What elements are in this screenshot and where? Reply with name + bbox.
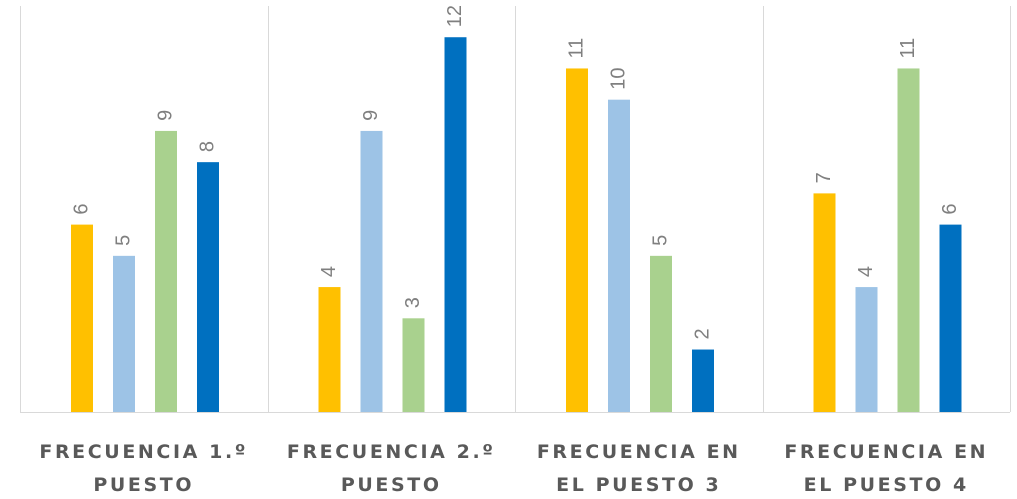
data-labels: 6 5 9 8 4 9 3 12 11 10 5 2 7 4 11 6 <box>70 5 961 340</box>
category-separators <box>20 6 1011 412</box>
data-label: 6 <box>70 203 92 214</box>
data-label: 5 <box>649 235 671 246</box>
data-label: 5 <box>112 235 134 246</box>
bar <box>855 287 878 412</box>
category-label: EL PUESTO 4 <box>804 474 969 496</box>
bar <box>692 349 714 412</box>
bar <box>155 130 177 412</box>
bar <box>650 255 672 412</box>
data-label: 8 <box>196 141 218 152</box>
bar <box>113 255 135 412</box>
category-label: FRECUENCIA 2.º <box>287 441 496 463</box>
bar <box>897 68 920 412</box>
bar <box>566 68 588 412</box>
data-label: 9 <box>154 110 176 121</box>
category-labels: FRECUENCIA 1.º PUESTO FRECUENCIA 2.º PUESTO… <box>39 441 988 496</box>
data-label: 4 <box>318 266 340 277</box>
bar <box>813 193 836 412</box>
data-label: 12 <box>444 5 466 27</box>
bar <box>318 287 341 412</box>
category-label: EL PUESTO 3 <box>556 474 721 496</box>
bar <box>360 130 383 412</box>
bar <box>402 318 425 412</box>
data-label: 11 <box>897 38 919 59</box>
data-label: 9 <box>360 110 382 121</box>
category-label: PUESTO <box>93 474 194 496</box>
bar <box>939 224 962 412</box>
category-label: FRECUENCIA EN <box>537 441 741 463</box>
bar <box>197 162 219 412</box>
data-label: 11 <box>565 38 587 59</box>
bars <box>71 37 962 412</box>
data-label: 10 <box>607 67 629 89</box>
category-label: FRECUENCIA 1.º <box>39 441 248 463</box>
category-label: FRECUENCIA EN <box>784 441 988 463</box>
data-label: 7 <box>813 172 835 183</box>
data-label: 3 <box>402 297 424 308</box>
bar <box>444 37 467 412</box>
bar <box>608 99 630 412</box>
bar <box>71 224 93 412</box>
data-label: 4 <box>855 266 877 277</box>
data-label: 2 <box>691 328 713 339</box>
data-label: 6 <box>939 203 961 214</box>
category-label: PUESTO <box>341 474 442 496</box>
